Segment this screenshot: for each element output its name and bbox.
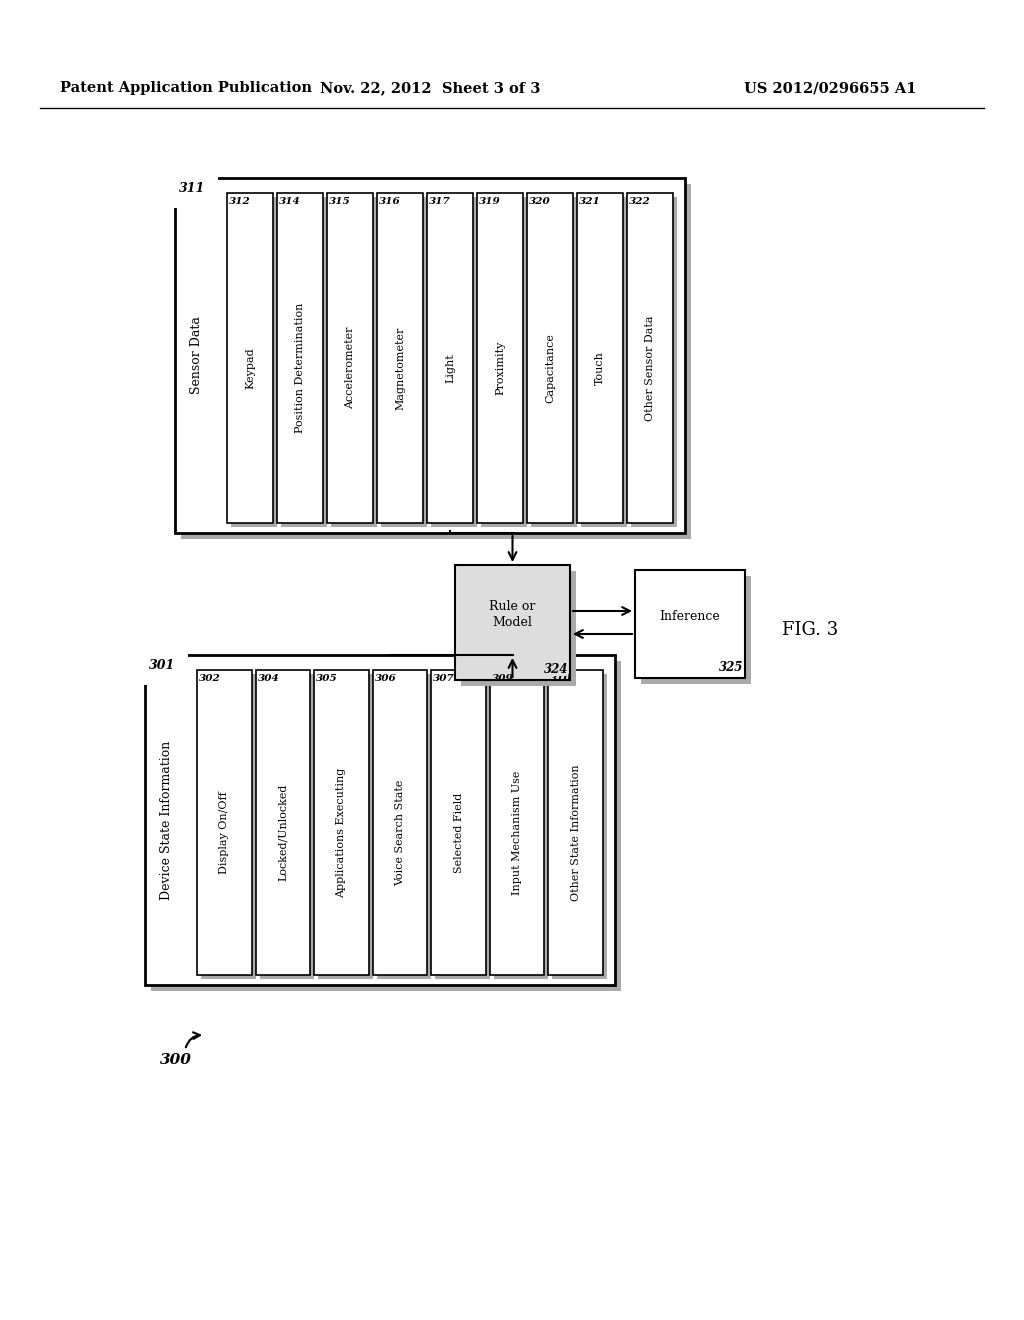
Bar: [481, 197, 527, 527]
Text: 324: 324: [544, 663, 568, 676]
Text: Locked/Unlocked: Locked/Unlocked: [278, 784, 288, 882]
Text: 319: 319: [479, 197, 501, 206]
Bar: [377, 675, 431, 979]
Bar: [145, 655, 615, 985]
Text: Device State Information: Device State Information: [161, 741, 173, 900]
Bar: [151, 661, 621, 991]
Text: 317: 317: [429, 197, 451, 206]
Bar: [477, 193, 523, 523]
Text: Rule or
Model: Rule or Model: [489, 599, 536, 630]
Bar: [259, 675, 314, 979]
Text: Voice Search State: Voice Search State: [395, 779, 406, 886]
Text: 310: 310: [551, 675, 572, 682]
Text: 311: 311: [179, 182, 205, 195]
Bar: [581, 197, 627, 527]
Text: Input Mechanism Use: Input Mechanism Use: [512, 771, 522, 895]
Bar: [175, 178, 685, 533]
Bar: [494, 675, 549, 979]
Bar: [181, 183, 691, 539]
Text: Sensor Data: Sensor Data: [190, 317, 204, 395]
Bar: [427, 193, 473, 523]
Bar: [431, 671, 485, 975]
Bar: [318, 675, 373, 979]
Bar: [627, 193, 673, 523]
Bar: [227, 193, 273, 523]
Text: 314: 314: [279, 197, 301, 206]
Bar: [256, 671, 310, 975]
Text: 309: 309: [492, 675, 514, 682]
Text: Keypad: Keypad: [245, 347, 255, 389]
Bar: [489, 671, 545, 975]
Bar: [278, 193, 323, 523]
Bar: [527, 193, 573, 523]
Bar: [435, 675, 489, 979]
Text: Magnetometer: Magnetometer: [395, 326, 406, 409]
Bar: [373, 671, 427, 975]
Text: 315: 315: [329, 197, 351, 206]
Text: 316: 316: [379, 197, 400, 206]
Text: Patent Application Publication: Patent Application Publication: [60, 81, 312, 95]
Bar: [631, 197, 677, 527]
Text: Other State Information: Other State Information: [570, 764, 581, 900]
Text: Applications Executing: Applications Executing: [337, 767, 346, 898]
Text: 306: 306: [375, 675, 396, 682]
Text: Touch: Touch: [595, 351, 605, 385]
Bar: [314, 671, 369, 975]
Text: Capacitance: Capacitance: [545, 333, 555, 403]
Text: Other Sensor Data: Other Sensor Data: [645, 315, 655, 421]
Bar: [641, 576, 751, 684]
Text: 304: 304: [258, 675, 280, 682]
Text: 320: 320: [529, 197, 551, 206]
Text: 321: 321: [579, 197, 601, 206]
Bar: [461, 572, 575, 686]
Bar: [377, 193, 423, 523]
Text: FIG. 3: FIG. 3: [782, 620, 838, 639]
Text: 312: 312: [229, 197, 251, 206]
Bar: [197, 671, 252, 975]
Bar: [431, 197, 477, 527]
Text: Accelerometer: Accelerometer: [345, 327, 355, 409]
Text: Position Determination: Position Determination: [295, 302, 305, 433]
Text: Selected Field: Selected Field: [454, 792, 464, 873]
Bar: [531, 197, 577, 527]
Text: 307: 307: [433, 675, 455, 682]
Bar: [455, 565, 570, 680]
Bar: [201, 675, 256, 979]
Text: Light: Light: [445, 354, 455, 383]
Text: Proximity: Proximity: [495, 341, 505, 395]
Bar: [281, 197, 327, 527]
Text: 325: 325: [719, 661, 743, 675]
Bar: [327, 193, 373, 523]
Text: 322: 322: [629, 197, 650, 206]
Text: 305: 305: [316, 675, 338, 682]
Text: 302: 302: [199, 675, 221, 682]
Text: Inference: Inference: [659, 610, 720, 623]
Bar: [552, 675, 607, 979]
Bar: [549, 671, 603, 975]
Text: 300: 300: [160, 1053, 191, 1067]
Text: US 2012/0296655 A1: US 2012/0296655 A1: [743, 81, 916, 95]
Bar: [577, 193, 623, 523]
Text: Display On/Off: Display On/Off: [219, 791, 229, 874]
Bar: [331, 197, 377, 527]
Text: Nov. 22, 2012  Sheet 3 of 3: Nov. 22, 2012 Sheet 3 of 3: [319, 81, 541, 95]
Text: 301: 301: [150, 659, 175, 672]
Bar: [381, 197, 427, 527]
Bar: [231, 197, 278, 527]
Bar: [635, 570, 745, 678]
